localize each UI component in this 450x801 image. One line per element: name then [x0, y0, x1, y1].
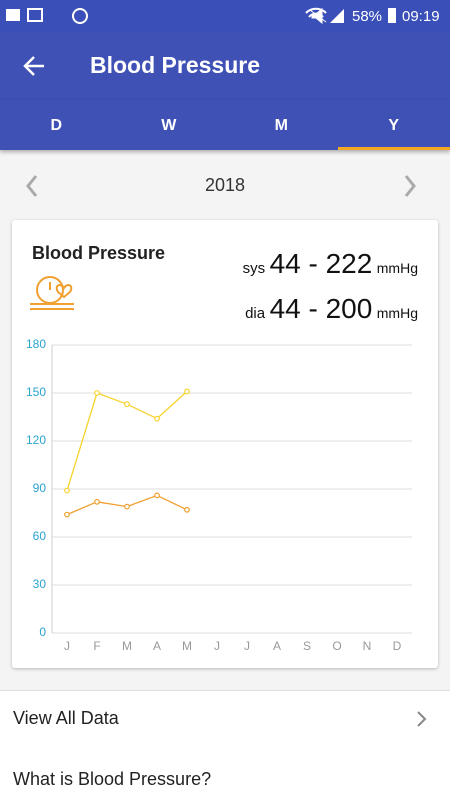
x-tick-label: J	[64, 639, 70, 653]
y-tick-label: 0	[39, 625, 46, 639]
x-tick-label: J	[244, 639, 250, 653]
tab[interactable]: D	[0, 100, 113, 150]
y-tick-label: 60	[33, 529, 47, 543]
app-bar: Blood Pressure	[0, 32, 450, 100]
y-tick-label: 150	[26, 385, 46, 399]
point	[155, 493, 160, 498]
icon	[330, 9, 344, 23]
x-tick-label: M	[122, 639, 132, 653]
x-tick-label: A	[273, 639, 281, 653]
y-tick-label: 120	[26, 433, 46, 447]
y-tick-label: 90	[33, 481, 47, 495]
y-tick-label: 30	[33, 577, 47, 591]
point	[65, 512, 70, 517]
icon	[388, 8, 396, 23]
back-button[interactable]	[22, 54, 46, 78]
list-label: View All Data	[13, 708, 119, 729]
point	[125, 402, 130, 407]
battery: 58%	[352, 8, 382, 25]
status-bar: 58% 09:19	[0, 0, 450, 32]
x-tick-label: J	[214, 639, 220, 653]
x-tick-label: N	[363, 639, 372, 653]
x-tick-label: M	[182, 639, 192, 653]
point	[65, 488, 70, 493]
x-tick-label: S	[303, 639, 311, 653]
icon	[6, 9, 20, 21]
icon	[28, 9, 42, 21]
year: 2018	[0, 175, 450, 196]
tab[interactable]: M	[225, 100, 338, 150]
x-tick-label: A	[153, 639, 161, 653]
x-tick-label: D	[393, 639, 402, 653]
y-tick-label: 180	[26, 337, 46, 351]
tab[interactable]: Y	[338, 100, 450, 150]
status-icons	[0, 0, 450, 32]
icon	[73, 9, 87, 23]
chevron	[414, 710, 430, 728]
x-tick-label: O	[332, 639, 341, 653]
time: 09:19	[402, 8, 440, 25]
list-label: What is Blood Pressure?	[13, 769, 211, 790]
x-tick-label: F	[93, 639, 100, 653]
tab[interactable]: W	[113, 100, 226, 150]
card: Blood Pressure sys 44 - 222 mmHg dia 44 …	[12, 220, 438, 668]
point	[95, 391, 100, 396]
point	[155, 416, 160, 421]
point	[125, 504, 130, 509]
title: Blood Pressure	[90, 52, 260, 79]
list-item[interactable]: What is Blood Pressure?	[0, 746, 450, 801]
list-item[interactable]: View All Data	[0, 690, 450, 747]
chart: 0 30 60 90 120 150 180 J F M A M J J A S O N D	[12, 220, 438, 668]
point	[95, 500, 100, 505]
point	[185, 389, 190, 394]
point	[185, 508, 190, 513]
